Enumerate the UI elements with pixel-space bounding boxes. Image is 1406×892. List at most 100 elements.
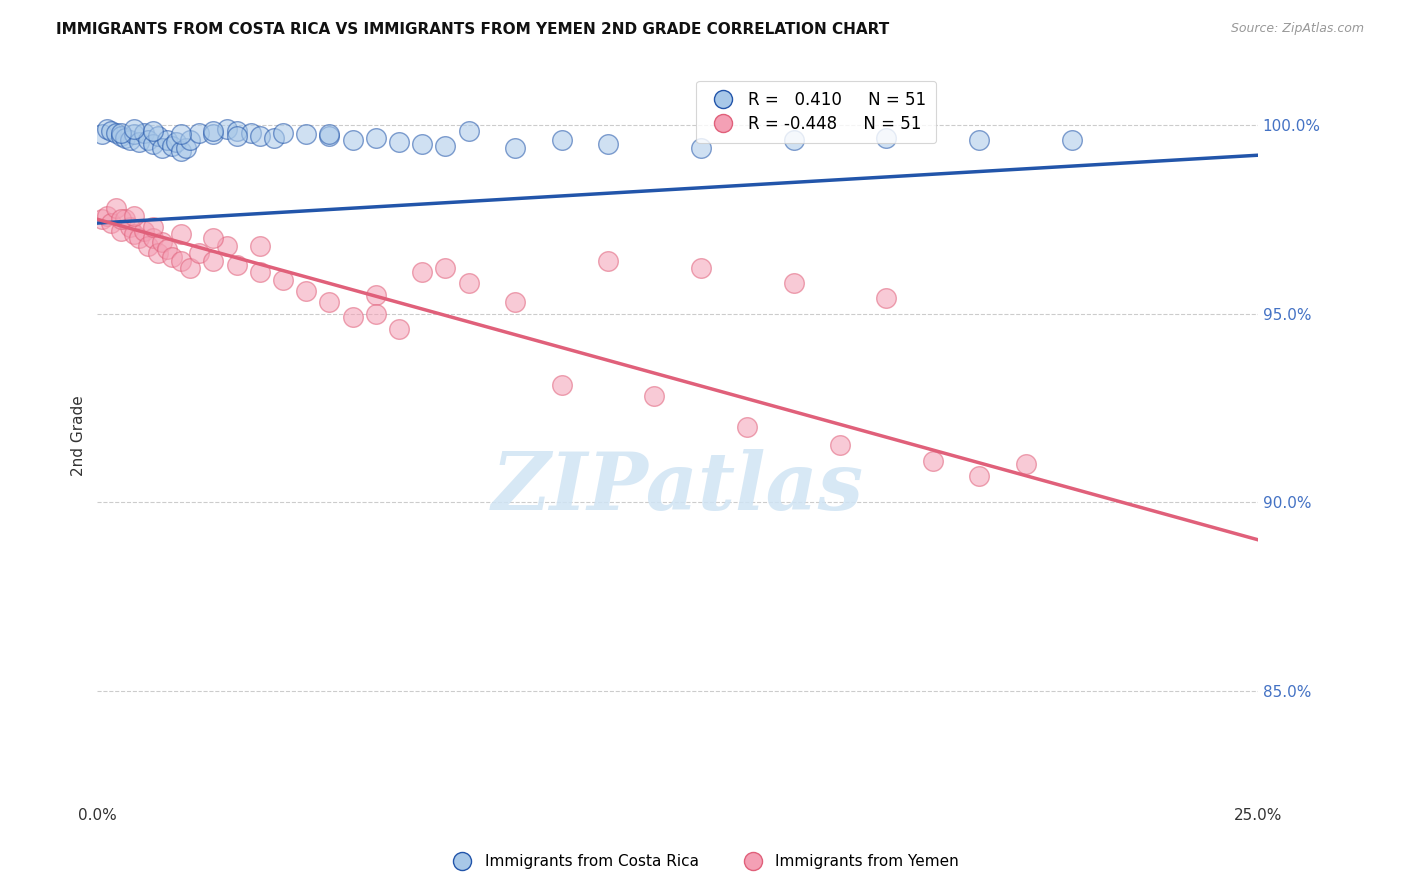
Point (503, 141, 526, 155)
Point (160, 138, 183, 153)
Point (202, 128, 225, 142)
Point (388, 321, 411, 335)
Point (91, 212, 114, 227)
Point (179, 261, 201, 276)
Point (96, 121, 118, 136)
Point (782, 277, 804, 291)
Point (170, 128, 193, 142)
Point (596, 136, 619, 151)
Point (91, 128, 114, 142)
Point (342, 133, 364, 147)
Point (132, 126, 155, 140)
Point (388, 135, 411, 149)
Point (434, 261, 457, 276)
Point (828, 438, 851, 452)
Point (104, 126, 127, 140)
Point (124, 227, 146, 242)
Legend: R =   0.410     N = 51, R = -0.448     N = 51: R = 0.410 N = 51, R = -0.448 N = 51 (696, 80, 936, 144)
Point (146, 129, 169, 144)
Point (782, 133, 804, 147)
Point (142, 136, 165, 151)
Point (202, 124, 225, 138)
Point (118, 219, 141, 234)
Legend: Immigrants from Costa Rica, Immigrants from Yemen: Immigrants from Costa Rica, Immigrants f… (440, 848, 966, 875)
Point (165, 135, 187, 149)
Point (503, 295, 526, 310)
Point (110, 126, 132, 140)
Point (128, 135, 150, 149)
Point (100, 216, 122, 230)
Point (434, 138, 457, 153)
Point (202, 231, 225, 245)
Point (364, 131, 387, 145)
Point (596, 253, 619, 268)
Point (457, 124, 479, 138)
Point (156, 243, 179, 257)
Point (239, 126, 262, 140)
Point (128, 231, 150, 245)
Point (271, 126, 294, 140)
Point (735, 419, 758, 434)
Point (318, 128, 340, 142)
Text: ZIPatlas: ZIPatlas (492, 449, 863, 526)
Point (188, 246, 211, 260)
Point (188, 126, 211, 140)
Point (217, 121, 239, 136)
Point (318, 129, 340, 144)
Point (96, 209, 118, 223)
Point (114, 131, 136, 145)
Point (132, 224, 155, 238)
Point (411, 265, 433, 279)
Text: IMMIGRANTS FROM COSTA RICA VS IMMIGRANTS FROM YEMEN 2ND GRADE CORRELATION CHART: IMMIGRANTS FROM COSTA RICA VS IMMIGRANTS… (56, 22, 890, 37)
Point (150, 235, 173, 249)
Point (411, 136, 433, 151)
Point (110, 129, 132, 144)
Point (689, 141, 711, 155)
Point (249, 238, 271, 252)
Point (170, 227, 193, 242)
Point (457, 277, 479, 291)
Point (969, 133, 991, 147)
Point (110, 212, 132, 227)
Point (969, 468, 991, 483)
Point (1062, 133, 1084, 147)
Point (118, 133, 141, 147)
Point (142, 231, 165, 245)
Point (875, 131, 897, 145)
Point (364, 287, 387, 301)
Point (124, 121, 146, 136)
Y-axis label: 2nd Grade: 2nd Grade (72, 396, 86, 476)
Point (295, 128, 318, 142)
Point (124, 128, 146, 142)
Point (875, 292, 897, 306)
Point (225, 124, 247, 138)
Point (179, 133, 201, 147)
Point (550, 133, 572, 147)
Point (550, 378, 572, 392)
Point (249, 265, 271, 279)
Point (225, 258, 247, 272)
Point (318, 295, 340, 310)
Point (271, 272, 294, 286)
Point (104, 201, 127, 215)
Point (217, 238, 239, 252)
Point (225, 129, 247, 144)
Point (170, 253, 193, 268)
Point (643, 389, 665, 403)
Point (174, 141, 197, 155)
Point (138, 133, 160, 147)
Point (150, 141, 173, 155)
Point (170, 145, 193, 159)
Point (142, 219, 165, 234)
Point (1015, 458, 1038, 472)
Point (142, 124, 165, 138)
Point (263, 131, 285, 145)
Point (202, 253, 225, 268)
Point (146, 246, 169, 260)
Point (114, 212, 136, 227)
Point (160, 250, 183, 264)
Point (110, 224, 132, 238)
Point (138, 238, 160, 252)
Text: Source: ZipAtlas.com: Source: ZipAtlas.com (1230, 22, 1364, 36)
Point (364, 307, 387, 321)
